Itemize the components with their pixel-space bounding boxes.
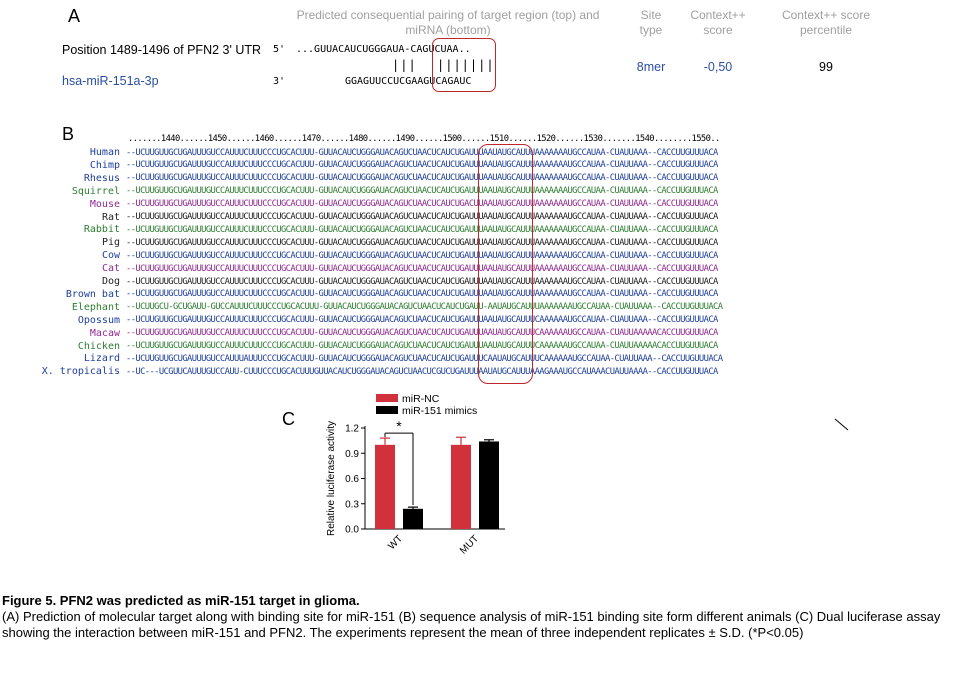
bar: [479, 441, 499, 529]
site-type-header: Site type: [639, 8, 663, 37]
x-tick-label: MUT: [458, 533, 481, 556]
target-tail: ..: [458, 44, 471, 55]
species-sequence: --UCUUGUUGCUGAUUUGUCCAUUUCUUUCCCUGCACUUU…: [126, 224, 718, 235]
context-percentile-header: Context++ score percentile: [781, 8, 871, 37]
alignment-ruler: .......1440......1450......1460......147…: [128, 134, 720, 144]
target-seq-left: ...GUUACAUCUGGGAUA-: [296, 44, 411, 55]
species-label: Rat: [101, 211, 120, 223]
species-sequence: --UCUUGCU-GCUGAUU-GUCCAUUUCUUUCCCUGCACUU…: [126, 302, 723, 313]
y-tick-label: 0.3: [345, 499, 359, 510]
y-axis-label: Relative luciferase activity: [326, 421, 337, 536]
caption-title: Figure 5. PFN2 was predicted as miR-151 …: [2, 593, 360, 608]
target-seed: CAGUCUAA: [410, 44, 459, 55]
context-score-header: Context++ score: [690, 8, 746, 37]
y-tick-label: 0.9: [345, 449, 359, 460]
target-prime: 5': [273, 44, 286, 55]
bar: [375, 444, 395, 529]
species-sequence: --UCUUGUUGCUGAUUUGUCCAUUUCUUUCCCUGCACUUU…: [126, 160, 718, 171]
legend-swatch: [376, 394, 398, 402]
y-tick-label: 1.2: [345, 424, 359, 435]
species-label: Chimp: [89, 159, 120, 171]
x-tick-label: WT: [386, 533, 405, 552]
mirna-seq-left: GGAGUUCCUCGAA: [345, 76, 424, 87]
mirna-prime: 3': [273, 76, 286, 87]
species-label: Squirrel: [71, 185, 120, 197]
target-sequence: ...GUUACAUCUGGGAUA-CAGUCUAA..: [296, 44, 471, 55]
y-tick-label: 0.0: [345, 525, 359, 536]
species-label: Mouse: [89, 198, 120, 210]
species-label: Rabbit: [83, 224, 120, 236]
species-sequence: --UCUUGUUGCUGAUUUGUCCAUUUCUUUCCCUGCACUUU…: [126, 147, 718, 158]
legend-label: miR-NC: [402, 393, 440, 405]
stray-line-mark: [834, 418, 849, 431]
species-sequence: --UCUUGUUGCUGAUUUGUCCAUUUCUUUCCCUGCACUUU…: [126, 173, 718, 184]
target-label: Position 1489-1496 of PFN2 3' UTR: [62, 43, 262, 57]
species-sequence: --UCUUGUUGCUGAUUUGUCCAUUUCUUUCCCUGCACUUU…: [126, 250, 718, 261]
species-sequence: --UCUUGUUGCUGAUUUGUCCAUUUCUUUCCCUGCACUUU…: [126, 199, 718, 210]
figure-caption: Figure 5. PFN2 was predicted as miR-151 …: [2, 593, 962, 641]
legend-label: miR-151 mimics: [402, 405, 477, 417]
species-label: Macaw: [89, 327, 120, 339]
y-tick-label: 0.6: [345, 474, 359, 485]
species-sequence: --UCUUGUUGCUGAUUUGUCCAUUUCUUUCCCUGCACUUU…: [126, 212, 718, 222]
species-label: Lizard: [83, 353, 120, 365]
seed-match-box: [432, 38, 496, 92]
binding-site-box: [478, 144, 533, 384]
species-sequence: --UCUUGUUGCUGAUUUGUCCAUUUCUUUCCCUGCACUUU…: [126, 276, 718, 287]
mirna-label: hsa-miR-151a-3p: [62, 74, 159, 88]
species-sequence: --UCUUGUUGCUGAUUUGUCCAUUUAUUUCCCUGCACUUU…: [126, 353, 723, 364]
species-label: Human: [89, 147, 120, 158]
species-label: Cat: [101, 263, 120, 275]
species-label: Opossum: [77, 314, 120, 326]
panel-b-letter: B: [62, 124, 75, 144]
caption-text: (A) Prediction of molecular target along…: [2, 609, 941, 640]
species-label: Rhesus: [83, 172, 120, 184]
species-sequence: --UCUUGUUGCUGAUUUGUCCAUUUCUUUCCCUGCACUUU…: [126, 328, 718, 339]
species-sequence: --UCUUGUUGCUGAUUUGUCCAUUUCUUUCCCUGCACUUU…: [126, 341, 718, 351]
species-sequence: --UCUUGUUGCUGAUUUGUCCAUUUCUUUCCCUGCACUUU…: [126, 315, 718, 326]
mirna-seed: GUCAGAUC: [423, 76, 472, 87]
significance-star: *: [396, 418, 402, 434]
species-sequence: --UCUUGUUGCUGAUUUGUCCAUUUCUUUCCCUGCACUUU…: [126, 289, 718, 300]
species-label: Elephant: [71, 301, 120, 313]
legend-swatch: [376, 406, 398, 414]
bar: [403, 508, 423, 529]
species-sequence: --UCUUGUUGCUGAUUUGUCCAUUUCUUUCCCUGCACUUU…: [126, 186, 718, 197]
panel-a-letter: A: [68, 6, 81, 26]
bar: [451, 444, 471, 529]
species-label: Pig: [101, 237, 120, 249]
pair-bars-seed: |||||||: [437, 58, 495, 72]
site-type-value: 8mer: [636, 60, 666, 74]
pair-bars-left: |||: [392, 58, 417, 72]
species-sequence: --UCUUGUUGCUGAUUUGUCCAUUUCUUUCCCUGCACUUU…: [126, 263, 718, 274]
species-sequence: --UCUUGUUGCUGAUUUGUCCAUUUCUUUCCCUGCACUUU…: [126, 237, 718, 248]
species-label: Brown bat: [65, 288, 120, 300]
species-label: Cow: [101, 250, 120, 262]
mirna-sequence: GGAGUUCCUCGAAGUCAGAUC: [345, 76, 471, 87]
species-label: Dog: [101, 276, 120, 287]
species-label: X. tropicalis: [41, 366, 120, 378]
panel-c-letter: C: [282, 409, 295, 429]
context-percentile-value: 99: [819, 60, 833, 74]
species-label: Chicken: [77, 340, 120, 352]
species-sequence: --UC---UCGUUCAUUUGUCCAUU-CUUUCCCUGCACUUU…: [126, 366, 718, 377]
pairing-header: Predicted consequential pairing of targe…: [296, 8, 600, 37]
context-score-value: -0,50: [703, 60, 733, 74]
